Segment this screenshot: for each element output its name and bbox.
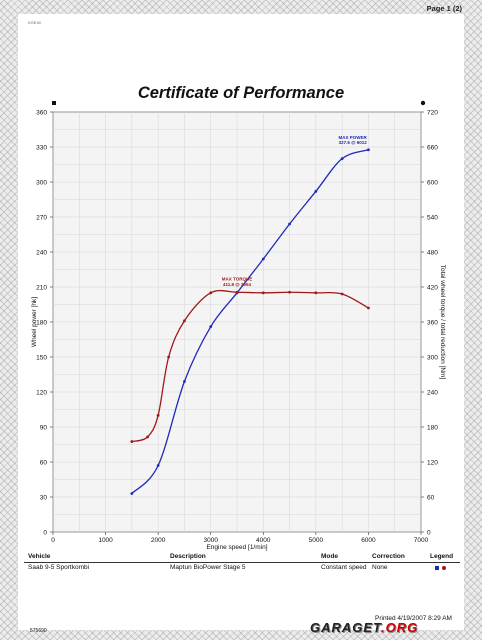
y-tick-label: 60 <box>40 459 48 466</box>
cell-mode: Constant speed <box>321 564 367 571</box>
header-correction: Correction <box>372 553 405 560</box>
x-tick-label: 4000 <box>256 537 271 544</box>
data-point <box>261 291 265 295</box>
data-point <box>130 440 134 443</box>
y-tick-label: 240 <box>36 249 47 256</box>
y2-tick-label: 660 <box>427 144 438 151</box>
legend-swatch-torque <box>442 566 446 570</box>
data-point <box>209 291 213 295</box>
y-tick-label: 330 <box>36 144 47 151</box>
y-tick-label: 90 <box>40 424 48 431</box>
data-point <box>235 290 239 294</box>
y2-tick-label: 420 <box>427 284 438 291</box>
y-tick-label: 300 <box>36 179 47 186</box>
x-tick-label: 5000 <box>309 537 324 544</box>
header-vehicle: Vehicle <box>28 553 51 560</box>
printed-timestamp: Printed 4/19/2007 8:29 AM <box>375 615 452 622</box>
y-tick-label: 210 <box>36 284 47 291</box>
header-legend: Legend <box>430 553 454 560</box>
max-torque-label: MAX TORQUE <box>222 277 252 282</box>
y2-tick-label: 540 <box>427 214 438 221</box>
data-point <box>167 355 171 359</box>
table-header: Vehicle Description Mode Correction Lege… <box>24 552 460 563</box>
y2-tick-label: 180 <box>427 424 438 431</box>
y-tick-label: 360 <box>36 109 47 116</box>
vehicle-table: Vehicle Description Mode Correction Lege… <box>24 552 460 573</box>
max-power-value: 327.6 @ 6012 <box>339 140 368 145</box>
y-tick-label: 0 <box>43 529 47 536</box>
data-point <box>314 189 318 193</box>
y-axis-label: Wheel power [hk] <box>31 297 38 347</box>
data-point <box>183 380 186 383</box>
data-point <box>156 413 160 417</box>
logo-accent: .ORG <box>381 620 419 635</box>
x-tick-label: 6000 <box>361 537 376 544</box>
y2-tick-label: 360 <box>427 319 438 326</box>
y2-tick-label: 720 <box>427 109 438 116</box>
chart-title: Certificate of Performance <box>137 84 345 102</box>
y-tick-label: 270 <box>36 214 47 221</box>
y2-tick-label: 480 <box>427 249 438 256</box>
footer-id: 575690 <box>30 628 47 634</box>
corner-marker-right <box>420 100 426 106</box>
table-row: Saab 9-5 Sportkombi Maptun BioPower Stag… <box>24 563 460 573</box>
y2-tick-label: 0 <box>427 529 431 536</box>
cell-description: Maptun BioPower Stage 5 <box>170 564 246 571</box>
page-label: Page 1 (2) <box>426 4 462 13</box>
header-mode: Mode <box>321 553 338 560</box>
x-tick-label: 1000 <box>98 537 113 544</box>
data-point <box>367 306 370 310</box>
y2-tick-label: 300 <box>427 354 438 361</box>
x-axis-label: Engine speed [1/min] <box>206 544 267 551</box>
data-point <box>130 492 134 495</box>
max-torque-value: 411.8 @ 3954 <box>223 282 251 287</box>
data-point <box>209 325 213 329</box>
series-line-power <box>131 149 369 494</box>
corner-marker-left <box>52 101 56 105</box>
x-tick-label: 0 <box>51 537 55 544</box>
series-line-torque <box>131 289 369 443</box>
data-point <box>156 464 160 467</box>
cell-vehicle: Saab 9-5 Sportkombi <box>28 564 90 571</box>
data-point <box>288 222 291 226</box>
y-tick-label: 30 <box>40 494 48 501</box>
y-tick-label: 180 <box>36 319 47 326</box>
data-point <box>183 319 186 323</box>
max-power-label: MAX POWER <box>339 135 368 140</box>
y2-tick-label: 240 <box>427 389 438 396</box>
y-tick-label: 150 <box>36 354 47 361</box>
y2-tick-label: 600 <box>427 179 438 186</box>
garaget-logo: GARAGET.ORG <box>310 620 418 635</box>
x-tick-label: 2000 <box>151 537 166 544</box>
x-tick-label: 3000 <box>203 537 218 544</box>
data-point <box>340 157 344 161</box>
y-tick-label: 120 <box>36 389 47 396</box>
logo-main: GARAGET <box>310 620 382 635</box>
cell-correction: None <box>372 564 388 571</box>
top-tiny-text: KGE40 <box>28 20 41 25</box>
data-point <box>340 292 344 296</box>
y2-axis-label: Total wheel torque / total reduction [Nm… <box>439 265 446 380</box>
y2-tick-label: 120 <box>427 459 438 466</box>
legend-swatch-power <box>435 566 439 570</box>
y2-tick-label: 60 <box>427 494 435 501</box>
data-point <box>314 291 318 295</box>
data-point <box>367 148 370 152</box>
data-point <box>146 435 150 439</box>
data-point <box>261 257 265 261</box>
x-tick-label: 7000 <box>414 537 429 544</box>
header-description: Description <box>170 553 206 560</box>
data-point <box>288 290 291 294</box>
